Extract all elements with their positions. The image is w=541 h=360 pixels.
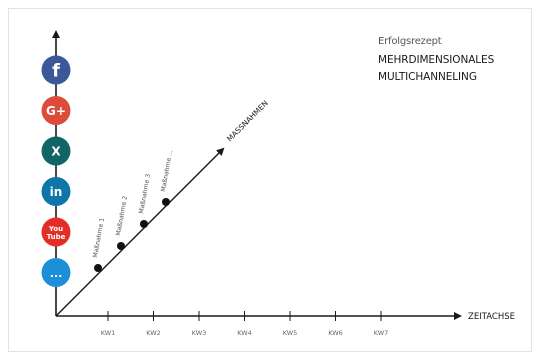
svg-text:X: X — [51, 145, 61, 159]
diagram-subtitle: Erfolgsrezept — [378, 36, 442, 47]
measure-point — [140, 220, 148, 228]
svg-text:Tube: Tube — [47, 233, 66, 241]
x-axis-label: ZEITACHSE — [468, 312, 515, 322]
svg-text:You: You — [48, 225, 63, 233]
svg-text:in: in — [50, 185, 63, 199]
diagram-title-line-2: MULTICHANNELING — [378, 71, 477, 83]
x-tick-label: KW7 — [374, 329, 389, 337]
x-axis-ticks: KW1 KW2 KW3 KW4 KW5 KW6 KW7 — [101, 311, 389, 337]
measure-point — [162, 198, 170, 206]
linkedin-icon: in — [41, 177, 71, 206]
facebook-icon: f — [41, 55, 71, 85]
x-tick-label: KW2 — [146, 329, 161, 337]
x-tick-label: KW5 — [283, 329, 298, 337]
more-icon: ... — [41, 258, 71, 287]
svg-text:G+: G+ — [46, 104, 66, 118]
measure-point — [94, 264, 102, 272]
measure-label: Maßnahme 2 — [115, 195, 129, 236]
x-tick-label: KW3 — [192, 329, 207, 337]
diagram-frame — [8, 8, 532, 352]
measure-label: Maßnahme 3 — [138, 173, 152, 214]
svg-text:f: f — [52, 61, 60, 82]
xing-icon: X — [41, 136, 71, 166]
measure-label: Maßnahme ... — [160, 149, 174, 192]
diagonal-axis-label: MASSNAHMEN — [225, 99, 270, 144]
measure-point — [117, 242, 125, 250]
measure-label: Maßnahme 1 — [92, 217, 106, 258]
google-plus-icon: G+ — [41, 96, 71, 125]
svg-text:...: ... — [50, 267, 63, 280]
x-tick-label: KW4 — [237, 329, 252, 337]
diagonal-axis — [55, 147, 225, 317]
x-tick-label: KW1 — [101, 329, 116, 337]
channel-icons: f G+ Xin YouTube... — [41, 55, 71, 287]
diagram-title-line-1: MEHRDIMENSIONALES — [378, 54, 495, 66]
x-tick-label: KW6 — [328, 329, 343, 337]
